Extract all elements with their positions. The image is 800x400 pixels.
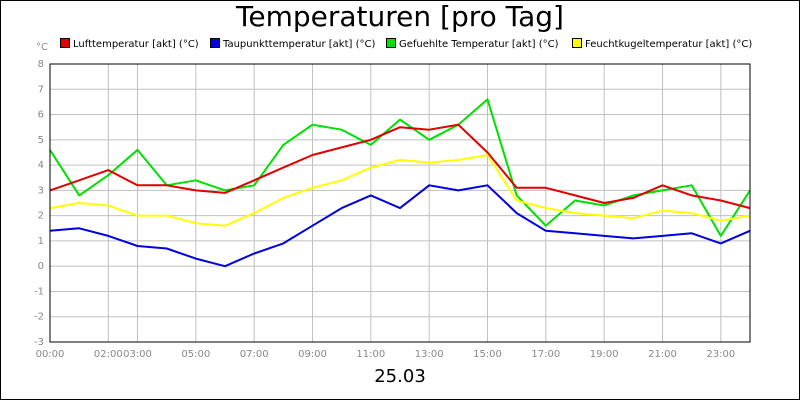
plot-background bbox=[50, 64, 750, 342]
y-tick-label: 3 bbox=[38, 185, 44, 196]
legend-label-gefuehlte-temperatur: Gefuehlte Temperatur [akt] (°C) bbox=[399, 39, 559, 50]
legend-item-feuchtkugeltemperatur: Feuchtkugeltemperatur [akt] (°C) bbox=[572, 37, 752, 53]
legend-swatch-feuchtkugeltemperatur bbox=[572, 38, 582, 48]
y-tick-label: 6 bbox=[38, 110, 44, 121]
x-tick-label: 09:00 bbox=[298, 349, 327, 360]
legend: Lufttemperatur [akt] (°C) Taupunkttemper… bbox=[0, 37, 800, 53]
x-tick-label: 05:00 bbox=[181, 349, 210, 360]
legend-item-taupunkttemperatur: Taupunkttemperatur [akt] (°C) bbox=[210, 37, 375, 53]
legend-label-feuchtkugeltemperatur: Feuchtkugeltemperatur [akt] (°C) bbox=[585, 39, 753, 50]
x-tick-label: 21:00 bbox=[648, 349, 677, 360]
legend-label-taupunkttemperatur: Taupunkttemperatur [akt] (°C) bbox=[223, 39, 376, 50]
y-tick-label: -3 bbox=[34, 337, 44, 348]
chart-title: Temperaturen [pro Tag] bbox=[236, 0, 564, 33]
y-tick-label: 5 bbox=[38, 135, 44, 146]
x-tick-label: 02:00 bbox=[94, 349, 123, 360]
series-line-taupunkttemperatur bbox=[49, 184, 751, 268]
x-tick-label: 13:00 bbox=[415, 349, 444, 360]
y-tick-label: 8 bbox=[38, 59, 44, 70]
y-tick-label: 7 bbox=[38, 84, 44, 95]
x-tick-label: 07:00 bbox=[240, 349, 269, 360]
legend-item-gefuehlte-temperatur: Gefuehlte Temperatur [akt] (°C) bbox=[386, 37, 558, 53]
x-tick-label: 03:00 bbox=[123, 349, 152, 360]
y-tick-label: 2 bbox=[38, 211, 44, 222]
x-tick-label: 15:00 bbox=[473, 349, 502, 360]
legend-item-lufttemperatur: Lufttemperatur [akt] (°C) bbox=[60, 37, 199, 53]
y-tick-label: 4 bbox=[38, 160, 44, 171]
legend-label-lufttemperatur: Lufttemperatur [akt] (°C) bbox=[73, 39, 199, 50]
legend-swatch-gefuehlte-temperatur bbox=[386, 38, 396, 48]
y-axis-unit: °C bbox=[36, 42, 48, 53]
series-line-lufttemperatur bbox=[49, 123, 751, 210]
y-tick-label: -2 bbox=[34, 312, 44, 323]
x-tick-label: 19:00 bbox=[590, 349, 619, 360]
x-tick-label: 17:00 bbox=[531, 349, 560, 360]
y-tick-label: 0 bbox=[38, 261, 44, 272]
series-line-feuchtkugeltemperatur bbox=[49, 154, 751, 227]
y-tick-label: 1 bbox=[38, 236, 44, 247]
x-tick-label: 11:00 bbox=[356, 349, 385, 360]
x-tick-label: 00:00 bbox=[36, 349, 65, 360]
y-tick-label: -1 bbox=[34, 286, 44, 297]
x-tick-label: 23:00 bbox=[706, 349, 735, 360]
legend-swatch-lufttemperatur bbox=[60, 38, 70, 48]
legend-swatch-taupunkttemperatur bbox=[210, 38, 220, 48]
chart-subtitle: 25.03 bbox=[374, 366, 426, 387]
plot-border bbox=[49, 63, 751, 343]
